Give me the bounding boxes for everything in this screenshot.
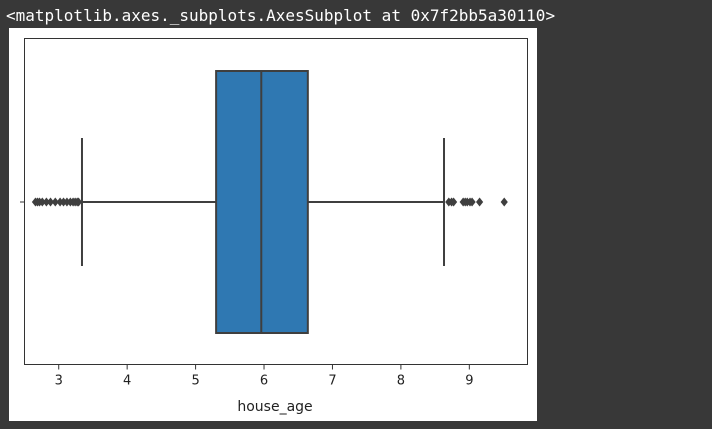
x-tick-label: 3 bbox=[55, 374, 63, 389]
x-tick-label: 8 bbox=[397, 374, 405, 389]
outlier-point bbox=[42, 197, 50, 207]
figure: 3 4 5 6 7 8 9 house_age bbox=[9, 28, 537, 421]
x-tick-label: 4 bbox=[123, 374, 131, 389]
x-tick-label: 7 bbox=[328, 374, 336, 389]
outlier-point bbox=[46, 197, 55, 207]
outlier-point bbox=[475, 197, 484, 207]
x-tick-label: 5 bbox=[191, 374, 199, 389]
x-tick-label: 6 bbox=[260, 374, 268, 389]
x-axis-label: house_age bbox=[237, 399, 312, 415]
outlier-point bbox=[449, 197, 458, 207]
x-tick-label: 9 bbox=[465, 374, 473, 389]
boxplot-chart: 3 4 5 6 7 8 9 house_age bbox=[20, 38, 528, 415]
outlier-point bbox=[500, 197, 508, 207]
plot-layer bbox=[31, 70, 508, 334]
outlier-point bbox=[38, 197, 46, 207]
outlier-point bbox=[468, 197, 476, 207]
cell-output-repr: <matplotlib.axes._subplots.AxesSubplot a… bbox=[6, 6, 556, 25]
x-axis-ticks: 3 4 5 6 7 8 9 bbox=[55, 364, 473, 389]
outlier-point bbox=[74, 197, 83, 207]
outlier-point bbox=[51, 197, 59, 207]
